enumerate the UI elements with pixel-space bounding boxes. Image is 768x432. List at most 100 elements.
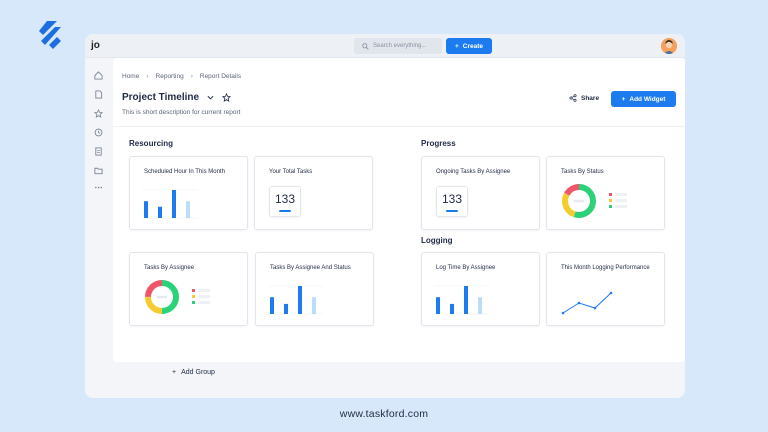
page-title-row: Project Timeline [122,92,232,103]
section-progress-title: Progress [421,139,456,148]
plus-icon: + [454,42,459,50]
section-logging-title: Logging [421,236,453,245]
legend-swatch [192,295,195,298]
widget-title: Tasks By Status [561,169,604,175]
sidebar [85,58,111,398]
bar-chart [434,285,490,315]
star-icon[interactable] [93,108,103,118]
share-button[interactable]: Share [569,94,599,102]
series-line [562,292,612,314]
bar-3 [478,297,482,314]
page-title: Project Timeline [122,92,200,103]
chevron-right-icon: › [190,73,193,80]
widget-tasks-by-assignee[interactable]: Tasks By Assignee [129,252,248,326]
history-icon[interactable] [93,127,103,137]
widget-logging-performance[interactable]: This Month Logging Performance [546,252,665,326]
bar-3 [312,297,316,314]
legend-swatch [192,289,195,292]
share-label: Share [581,94,600,102]
widget-title: Your Total Tasks [269,169,313,175]
search-input[interactable]: Search everything... [354,38,442,54]
point-1 [577,301,581,305]
page-description: This is short description for current re… [122,109,241,116]
legend-swatch [609,205,612,208]
plus-icon: + [621,95,626,103]
donut-center-label [574,199,584,203]
report-icon[interactable] [93,146,103,156]
breadcrumb-reporting[interactable]: Reporting [155,73,184,80]
line-chart [561,291,613,315]
number-widget: 133 [269,186,301,217]
breadcrumb-current: Report Details [199,73,242,80]
widget-tasks-by-status[interactable]: Tasks By Status [546,156,665,230]
bar-3 [186,201,190,218]
legend-label [615,193,627,196]
bar-1 [284,303,288,314]
create-button[interactable]: + Create [446,38,492,54]
bar-chart [142,189,198,219]
add-widget-label: Add Widget [629,95,666,103]
home-icon[interactable] [93,70,103,80]
section-resourcing-title: Resourcing [129,139,174,148]
donut-chart [562,184,627,218]
slice-1 [145,280,179,314]
legend-label [198,295,210,298]
add-group-label: Add Group [181,369,215,376]
bar-0 [144,201,148,218]
widget-tasks-by-assignee-status[interactable]: Tasks By Assignee And Status [255,252,374,326]
add-widget-button[interactable]: + Add Widget [611,91,676,107]
more-icon[interactable] [93,182,103,192]
point-3 [609,291,613,295]
breadcrumb: Home › Reporting › Report Details [122,73,241,80]
widget-log-time[interactable]: Log Time By Assignee [421,252,540,326]
bar-2 [464,286,468,314]
donut-center-label [157,295,167,299]
legend [192,289,210,304]
legend-label [198,301,210,304]
report-content: Home › Reporting › Report Details Projec… [113,58,685,362]
widget-title: Scheduled Hour In This Month [144,169,225,175]
total-tasks-value: 133 [274,192,296,206]
favorite-star-icon[interactable] [222,93,232,102]
donut-chart [145,280,210,314]
bar-1 [450,303,454,314]
user-avatar[interactable] [661,38,677,54]
point-2 [593,306,597,310]
widget-title: This Month Logging Performance [561,265,650,271]
widget-your-total-tasks[interactable]: Your Total Tasks 133 [254,156,373,230]
top-bar: jo Search everything... + Create [85,34,685,58]
widget-title: Tasks By Assignee And Status [270,265,351,271]
legend-swatch [192,301,195,304]
ongoing-tasks-value: 133 [441,192,463,206]
share-icon [569,94,577,102]
slice-1 [562,184,596,218]
slice-2 [562,184,596,218]
slice-2 [145,280,179,314]
widget-title: Tasks By Assignee [144,265,195,271]
create-label: Create [462,42,484,50]
legend-swatch [609,193,612,196]
number-widget: 133 [436,186,468,217]
folder-icon[interactable] [93,165,103,175]
legend-label [615,205,627,208]
bar-chart [268,285,324,315]
add-group-button[interactable]: + Add Group [172,369,215,376]
legend [609,193,627,208]
chevron-right-icon: › [146,73,149,80]
widget-title: Log Time By Assignee [436,265,496,271]
search-icon [362,42,369,50]
point-0 [561,311,565,315]
legend-label [615,199,627,202]
search-placeholder: Search everything... [373,43,427,49]
widget-scheduled-hour[interactable]: Scheduled Hour In This Month [129,156,248,230]
number-indicator [446,210,458,212]
workspace-avatar[interactable]: jo [91,40,100,51]
breadcrumb-home[interactable]: Home [122,73,140,80]
chevron-down-icon[interactable] [207,95,214,100]
widget-ongoing-tasks[interactable]: Ongoing Tasks By Assignee 133 [421,156,540,230]
number-indicator [279,210,291,212]
divider [113,126,685,127]
app-window: jo Search everything... + Create [85,34,685,398]
file-icon[interactable] [93,89,103,99]
legend-label [198,289,210,292]
